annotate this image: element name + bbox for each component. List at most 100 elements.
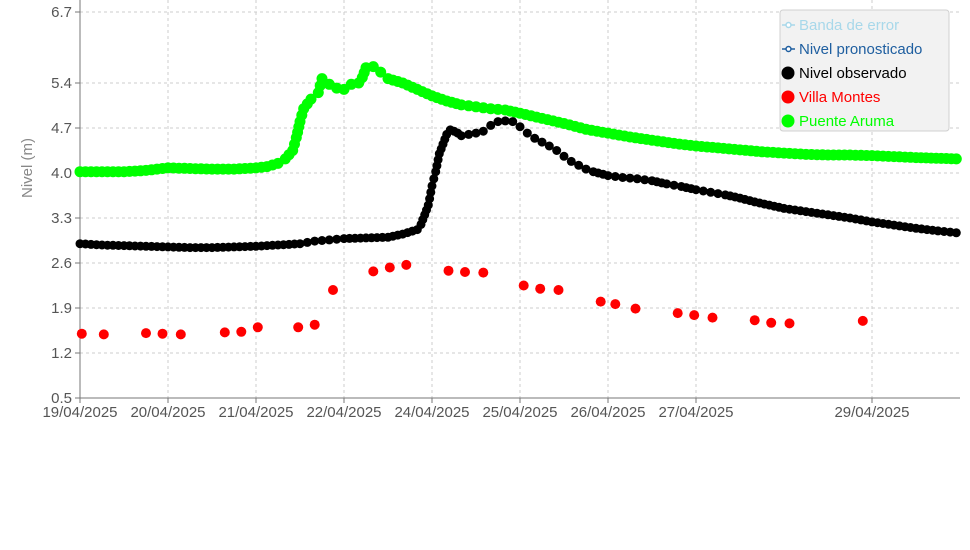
legend-label: Villa Montes — [799, 89, 880, 106]
data-point[interactable] — [471, 128, 481, 138]
x-tick-label: 20/04/2025 — [130, 404, 205, 421]
legend-box — [779, 9, 950, 132]
data-point[interactable] — [784, 318, 795, 329]
y-tick-label: 6.7 — [51, 4, 72, 21]
data-point[interactable] — [706, 187, 716, 197]
data-point[interactable] — [368, 266, 379, 277]
data-point[interactable] — [324, 235, 334, 245]
data-point[interactable] — [950, 153, 962, 165]
series-puente-aruma — [74, 61, 962, 178]
data-point[interactable] — [689, 310, 700, 321]
data-point[interactable] — [478, 126, 488, 136]
y-axis-title: Nivel (m) — [19, 138, 36, 198]
data-point[interactable] — [464, 129, 474, 139]
data-point[interactable] — [328, 285, 338, 295]
data-point[interactable] — [707, 312, 718, 323]
data-point[interactable] — [157, 328, 168, 339]
data-point[interactable] — [295, 239, 305, 249]
data-point[interactable] — [574, 160, 584, 170]
data-point[interactable] — [309, 319, 320, 330]
data-point[interactable] — [713, 189, 723, 199]
data-point[interactable] — [252, 322, 263, 333]
data-point[interactable] — [857, 315, 868, 326]
data-point[interactable] — [401, 259, 412, 270]
x-tick-label: 25/04/2025 — [482, 404, 557, 421]
data-point[interactable] — [632, 174, 642, 184]
data-point[interactable] — [625, 173, 635, 183]
data-point[interactable] — [76, 328, 87, 339]
legend-item[interactable]: Nivel observado — [781, 65, 907, 82]
data-point[interactable] — [951, 228, 961, 238]
data-point[interactable] — [552, 146, 562, 155]
data-point[interactable] — [98, 329, 109, 340]
legend-item[interactable]: Puente Aruma — [781, 113, 895, 130]
data-point[interactable] — [544, 141, 554, 151]
data-point[interactable] — [640, 175, 650, 185]
data-point[interactable] — [305, 93, 317, 105]
data-point[interactable] — [429, 174, 439, 184]
data-point[interactable] — [518, 280, 529, 291]
data-point[interactable] — [443, 265, 454, 276]
legend-circle-icon — [785, 21, 792, 29]
data-point[interactable] — [662, 179, 672, 189]
data-point[interactable] — [310, 236, 320, 246]
legend-item[interactable]: Banda de error — [782, 17, 899, 34]
y-tick-label: 2.6 — [51, 255, 72, 272]
data-point[interactable] — [672, 308, 683, 319]
data-point[interactable] — [595, 296, 606, 307]
legend-label: Banda de error — [799, 17, 899, 34]
data-point[interactable] — [236, 326, 247, 337]
data-point[interactable] — [630, 303, 641, 314]
data-point[interactable] — [749, 315, 760, 326]
data-point[interactable] — [293, 322, 304, 333]
data-point[interactable] — [456, 131, 466, 141]
legend-item[interactable]: Villa Montes — [781, 89, 881, 106]
data-point[interactable] — [618, 173, 628, 182]
data-point[interactable] — [522, 128, 532, 138]
data-point[interactable] — [515, 122, 525, 132]
data-point[interactable] — [332, 234, 342, 244]
y-tick-label: 1.9 — [51, 300, 72, 317]
data-point[interactable] — [553, 285, 564, 295]
y-tick-label: 1.2 — [51, 345, 72, 362]
legend-label: Nivel pronosticado — [799, 41, 922, 58]
data-point[interactable] — [427, 181, 437, 191]
data-point[interactable] — [603, 171, 613, 181]
data-point[interactable] — [460, 267, 470, 277]
legend-dot-icon — [781, 90, 795, 104]
data-point[interactable] — [478, 267, 489, 278]
data-point[interactable] — [691, 185, 701, 195]
data-point[interactable] — [317, 236, 327, 245]
data-point[interactable] — [610, 299, 621, 310]
plot-area — [74, 61, 962, 340]
data-point[interactable] — [375, 66, 387, 78]
data-point[interactable] — [535, 283, 546, 294]
data-point[interactable] — [766, 317, 777, 328]
data-point[interactable] — [610, 172, 620, 181]
data-point[interactable] — [566, 156, 576, 166]
data-point[interactable] — [669, 180, 679, 190]
data-point[interactable] — [302, 237, 312, 247]
legend[interactable]: Banda de error Nivel pronosticado Nivel ob… — [779, 9, 950, 132]
data-point[interactable] — [559, 151, 569, 161]
data-point[interactable] — [537, 137, 547, 147]
data-point[interactable] — [508, 117, 518, 127]
y-tick-label: 0.5 — [51, 390, 72, 407]
data-point[interactable] — [384, 262, 395, 273]
data-point[interactable] — [175, 329, 186, 340]
data-point[interactable] — [141, 328, 151, 339]
y-tick-label: 4.0 — [51, 165, 72, 182]
data-point[interactable] — [486, 120, 496, 130]
y-tick-labels: 0.5 1.2 1.9 2.6 3.3 4.0 4.7 5.4 6.7 — [51, 4, 80, 407]
data-point[interactable] — [493, 117, 503, 127]
data-point[interactable] — [530, 133, 540, 143]
data-point[interactable] — [219, 327, 230, 338]
data-point[interactable] — [698, 186, 708, 196]
legend-item[interactable]: Nivel pronosticado — [782, 41, 922, 58]
y-tick-label: 3.3 — [51, 210, 72, 227]
legend-dot-icon — [781, 66, 795, 80]
legend-label: Nivel observado — [799, 65, 907, 82]
data-point[interactable] — [500, 116, 510, 126]
data-point[interactable] — [581, 164, 591, 174]
